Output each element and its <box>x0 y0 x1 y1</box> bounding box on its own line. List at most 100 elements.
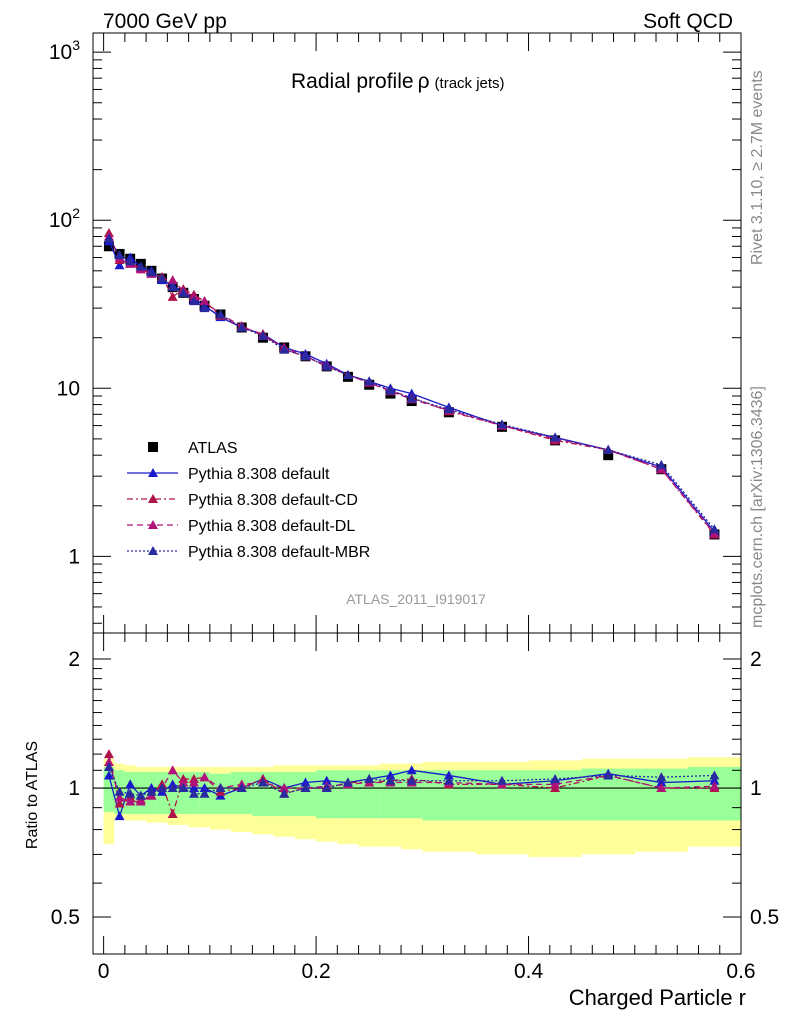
ratio-marker-mbr <box>257 777 268 787</box>
chart-title-sub: (track jets) <box>435 75 505 92</box>
marker-mbr <box>342 369 353 379</box>
mcplots-reference-label: mcplots.cern.ch [arXiv:1306.3436] <box>749 386 766 628</box>
ratio-marker-default <box>406 765 417 775</box>
ratio-marker-dl <box>135 796 146 806</box>
ratio-marker-mbr <box>496 775 507 785</box>
ratio-y-tick-label-left: 1 <box>68 777 80 800</box>
marker-mbr <box>656 459 667 469</box>
y-tick-label: 103 <box>49 37 80 64</box>
ratio-marker-mbr <box>215 783 226 793</box>
y-tick-label: 102 <box>49 205 80 232</box>
legend-label: ATLAS <box>188 440 238 457</box>
ratio-marker-mbr <box>199 788 210 798</box>
marker-mbr <box>199 303 210 313</box>
ratio-marker-cd <box>114 798 125 808</box>
uncertainty-bands <box>93 757 741 858</box>
ratio-marker-mbr <box>443 775 454 785</box>
ratio-marker-dl <box>279 783 290 793</box>
marker-mbr <box>496 419 507 429</box>
ratio-marker-mbr <box>125 788 136 798</box>
ratio-marker-dl <box>167 765 178 775</box>
ratio-marker-default <box>443 770 454 780</box>
band-inner-bin <box>177 771 189 814</box>
ratio-marker-mbr <box>178 783 189 793</box>
series-layer <box>103 227 720 821</box>
ratio-marker-mbr <box>279 788 290 798</box>
ratio-marker-mbr <box>709 770 720 780</box>
band-inner-bin <box>103 766 115 812</box>
rivet-version-label: Rivet 3.1.10, ≥ 2.7M events <box>749 70 766 265</box>
legend-marker <box>148 520 158 529</box>
ratio-panel-frame <box>92 632 742 955</box>
header-right: Soft QCD <box>643 10 733 33</box>
marker-mbr <box>321 361 332 371</box>
ratio-marker-mbr <box>321 783 332 793</box>
chart-title-rho: ρ <box>418 70 430 93</box>
x-tick-label: 0 <box>98 960 110 983</box>
legend: ATLAS Pythia 8.308 default Pythia 8.308 de… <box>127 440 370 561</box>
ratio-marker-mbr <box>300 783 311 793</box>
marker-mbr <box>257 330 268 340</box>
marker-mbr <box>279 344 290 354</box>
legend-label: Pythia 8.308 default-DL <box>188 518 355 535</box>
ratio-marker-dl <box>103 757 114 767</box>
ratio-series-mbr <box>103 761 720 800</box>
ratio-y-tick-label-right: 0.5 <box>750 906 779 929</box>
ratio-marker-dl <box>709 781 720 791</box>
ratio-marker-dl <box>125 796 136 806</box>
ratio-marker-mbr <box>103 761 114 771</box>
ratio-marker-cd <box>167 808 178 818</box>
marker-mbr <box>135 261 146 271</box>
analysis-watermark: ATLAS_2011_I919017 <box>346 591 486 607</box>
ratio-marker-default <box>709 775 720 785</box>
marker-cd <box>167 291 178 301</box>
ratio-marker-mbr <box>146 786 157 796</box>
ratio-marker-mbr <box>236 783 247 793</box>
legend-label: Pythia 8.308 default <box>188 466 330 483</box>
y-tick-label: 1 <box>68 545 80 568</box>
series-line-dl <box>108 236 715 534</box>
ratio-marker-default <box>321 775 332 785</box>
ratio-y-tick-label-left: 2 <box>68 648 80 671</box>
marker-mbr <box>406 393 417 403</box>
ratio-marker-default <box>114 811 125 821</box>
ratio-marker-dl <box>114 792 125 802</box>
ratio-marker-dl <box>550 779 561 789</box>
legend-entry: Pythia 8.308 default-DL <box>127 518 355 535</box>
marker-default <box>114 260 125 270</box>
ratio-y-axis-label: Ratio to ATLAS <box>24 741 41 849</box>
series-default <box>103 236 720 536</box>
band-inner-bin <box>294 771 317 817</box>
series-line-mbr <box>108 238 715 530</box>
ratio-marker-mbr <box>342 777 353 787</box>
ratio-marker-cd <box>103 749 114 759</box>
legend-marker <box>148 468 158 477</box>
marker-mbr <box>550 432 561 442</box>
ratio-marker-mbr <box>550 773 561 783</box>
band-inner-bin <box>167 771 178 814</box>
data-point-atlas <box>103 241 114 252</box>
marker-mbr <box>103 233 114 243</box>
marker-mbr <box>236 322 247 332</box>
marker-mbr <box>157 273 168 283</box>
ratio-marker-default <box>300 777 311 787</box>
marker-mbr <box>146 267 157 277</box>
legend-entry: Pythia 8.308 default-MBR <box>127 544 370 561</box>
x-axis-label: Charged Particle r <box>569 985 746 1010</box>
legend-marker-atlas <box>148 442 158 452</box>
ratio-marker-mbr <box>656 772 667 782</box>
ratio-marker-mbr <box>114 786 125 796</box>
legend-entry: Pythia 8.308 default-CD <box>127 492 358 509</box>
series-line-default <box>108 240 715 533</box>
ratio-marker-default <box>188 783 199 793</box>
legend-label: Pythia 8.308 default-MBR <box>188 544 370 561</box>
series-line-cd <box>108 232 715 535</box>
marker-mbr <box>215 309 226 319</box>
marker-mbr <box>178 287 189 297</box>
marker-mbr <box>603 444 614 454</box>
marker-mbr <box>385 385 396 395</box>
band-inner-bin <box>337 770 359 819</box>
legend-entry: ATLAS <box>148 440 238 457</box>
legend-label: Pythia 8.308 default-CD <box>188 492 358 509</box>
